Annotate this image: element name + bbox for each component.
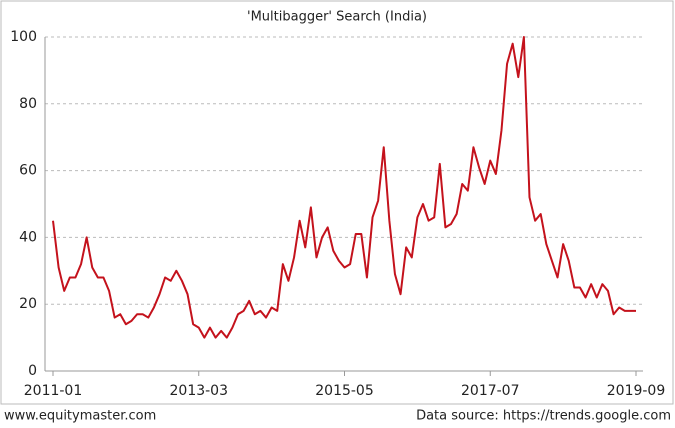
x-tick-label: 2011-01 (24, 383, 83, 399)
y-tick-label: 60 (19, 163, 37, 179)
y-tick-label: 0 (28, 363, 37, 379)
footer-left: www.equitymaster.com (4, 409, 156, 424)
x-tick-label: 2017-07 (461, 383, 520, 399)
x-tick-label: 2019-09 (607, 383, 666, 399)
y-tick-label: 80 (19, 96, 37, 112)
y-tick-label: 40 (19, 229, 37, 245)
line-series (52, 36, 636, 339)
y-tick-label: 100 (10, 29, 37, 45)
footer-right: Data source: https://trends.google.com (416, 409, 671, 424)
x-tick-label: 2015-05 (315, 383, 374, 399)
y-tick-label: 20 (19, 296, 37, 312)
x-tick-label: 2013-03 (170, 383, 229, 399)
chart-title: 'Multibagger' Search (India) (247, 10, 427, 25)
frame (0, 0, 674, 405)
